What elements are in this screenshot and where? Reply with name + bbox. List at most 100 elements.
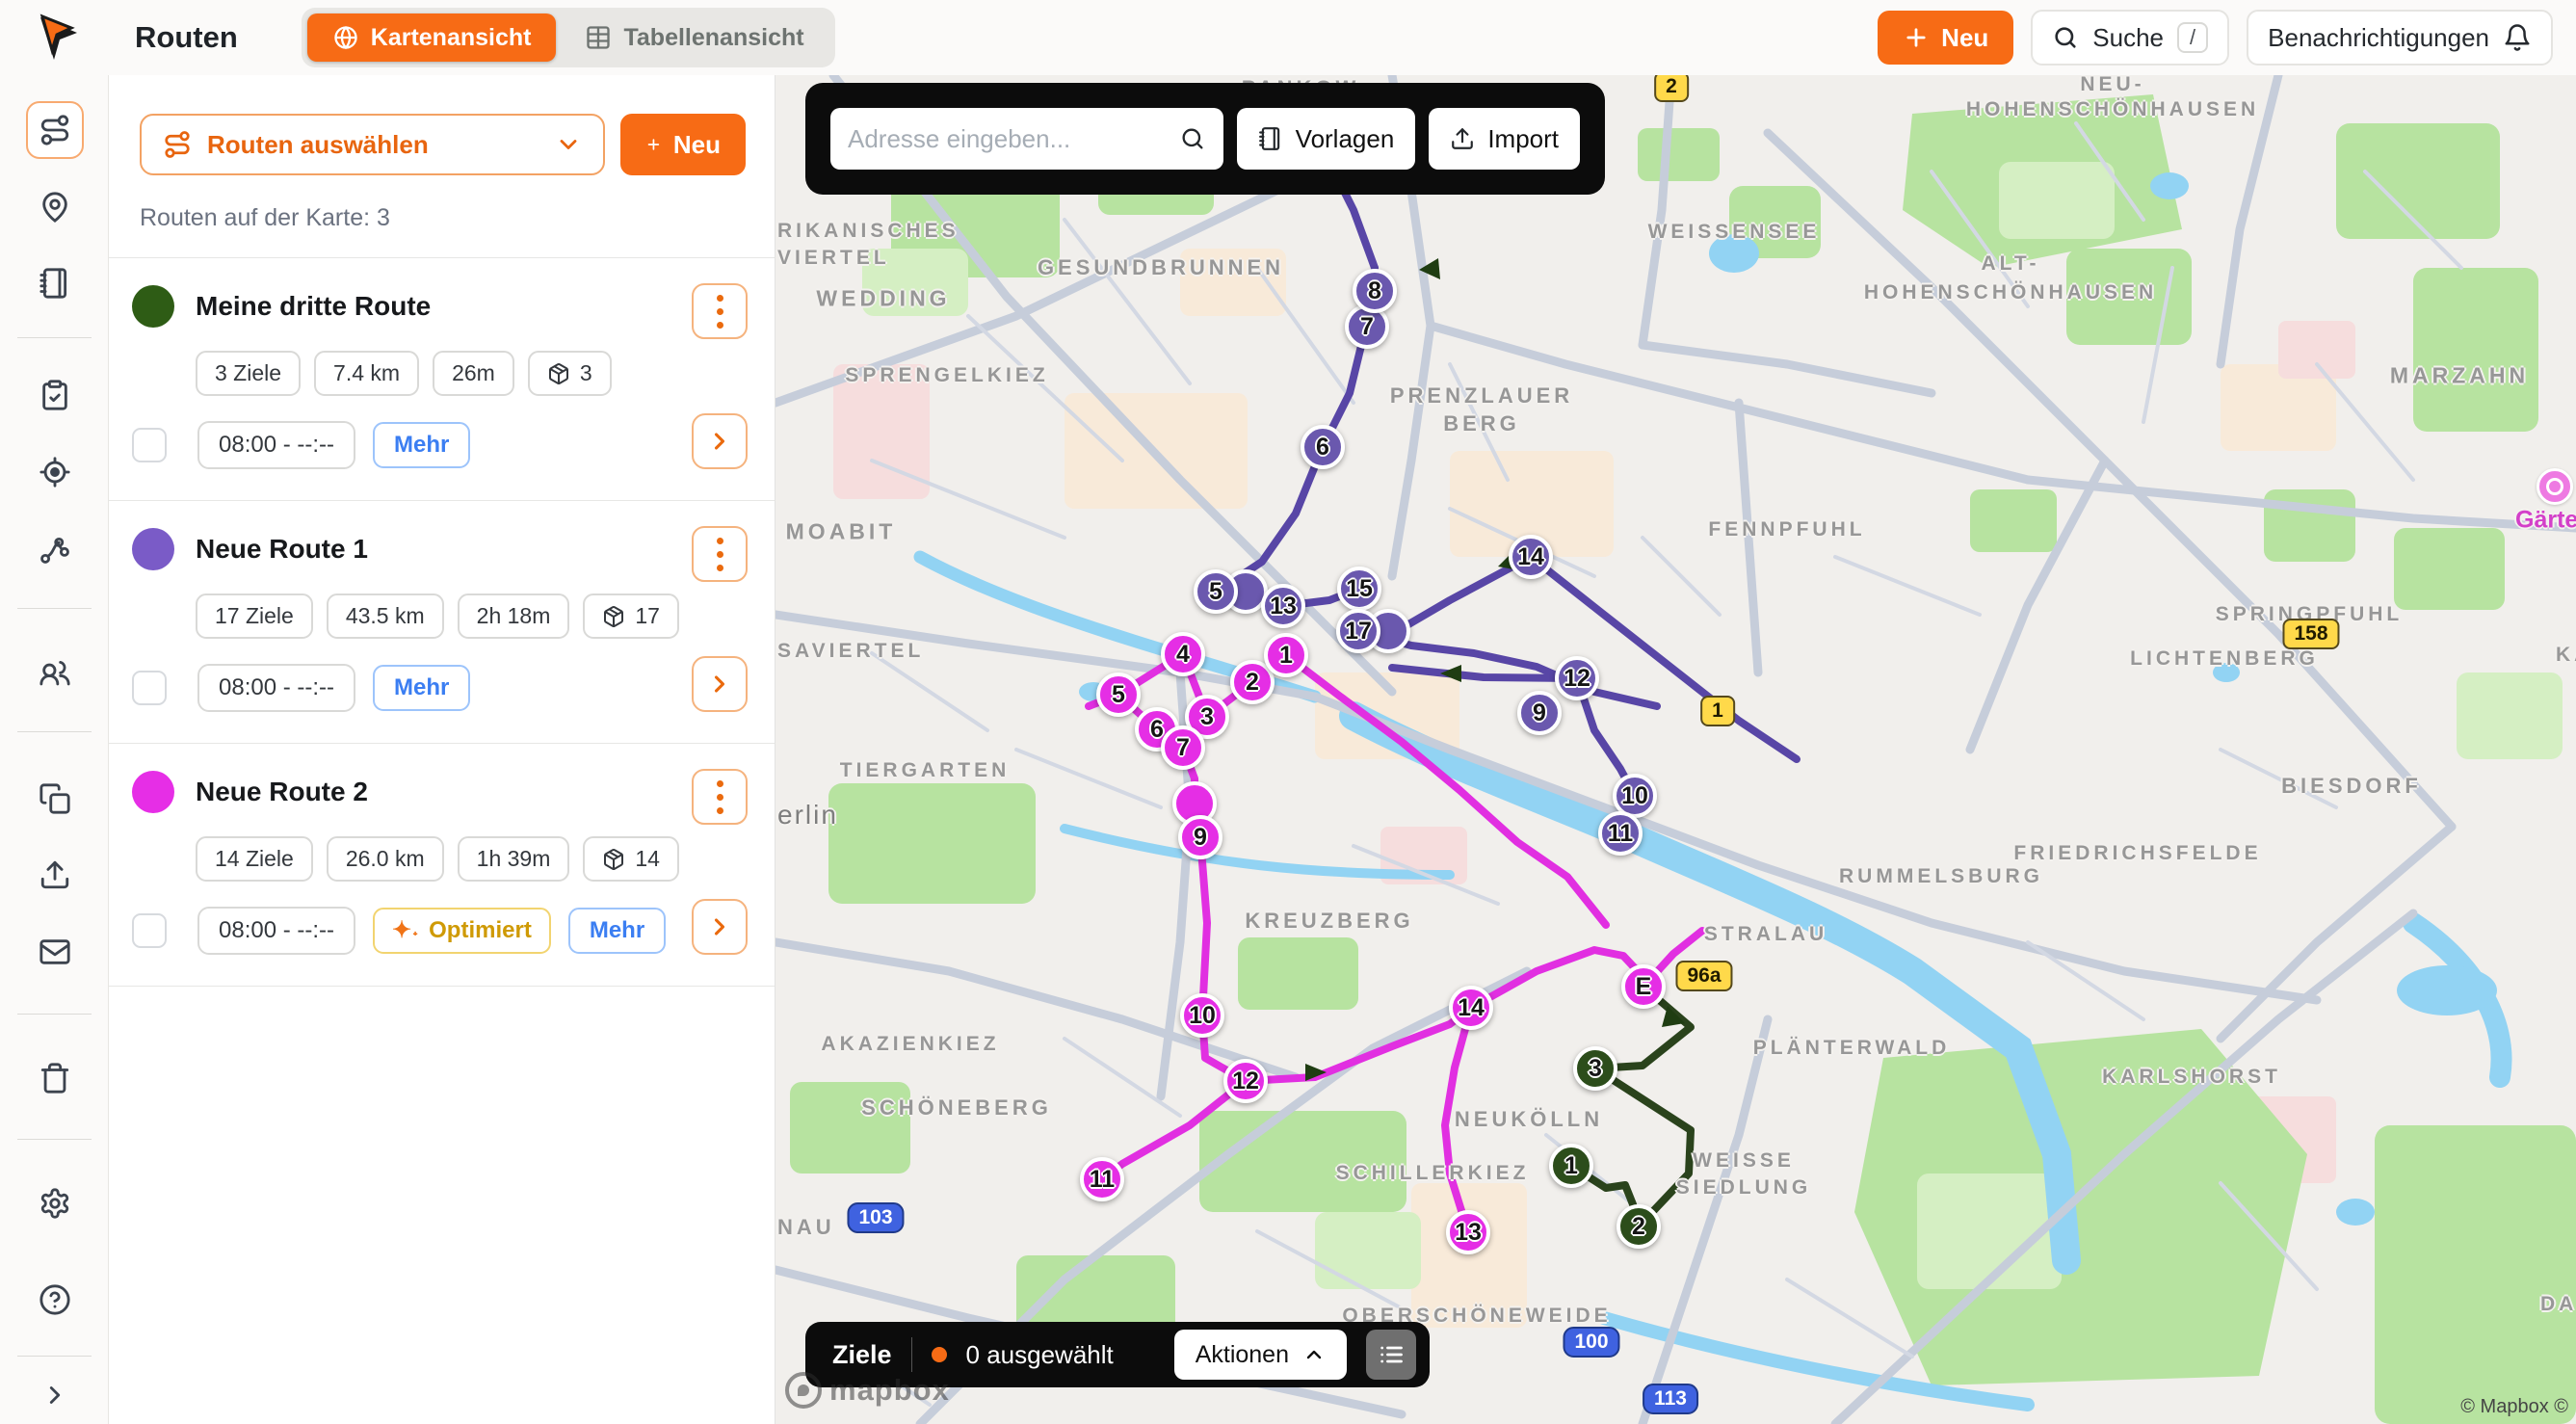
sidebar-item-tasks[interactable] bbox=[26, 366, 84, 424]
open-route-button[interactable] bbox=[692, 413, 748, 469]
map-marker-14[interactable]: 14 bbox=[1509, 535, 1553, 579]
map-marker-9[interactable]: 9 bbox=[1178, 815, 1222, 859]
search-label: Suche bbox=[2092, 22, 2165, 52]
map-label: HOHENSCHÖNHAUSEN bbox=[1965, 98, 2260, 120]
road-shield: 100 bbox=[1563, 1327, 1620, 1358]
sidebar-item-locations[interactable] bbox=[26, 178, 84, 236]
sidebar-item-messages[interactable] bbox=[26, 923, 84, 981]
route-menu-button[interactable] bbox=[692, 769, 748, 825]
map-label: STRALAU bbox=[1703, 923, 1828, 945]
notifications-button[interactable]: Benachrichtigungen bbox=[2247, 10, 2553, 66]
tab-map-view[interactable]: Kartenansicht bbox=[306, 13, 557, 62]
route-title: Meine dritte Route bbox=[196, 291, 432, 321]
map-label: WEISSE bbox=[1693, 1149, 1795, 1172]
route-select-label: Routen auswählen bbox=[207, 129, 429, 159]
route-menu-button[interactable] bbox=[692, 283, 748, 339]
map-marker-13[interactable]: 13 bbox=[1261, 584, 1305, 628]
mail-icon bbox=[39, 939, 70, 964]
map-marker-15[interactable]: 15 bbox=[1337, 567, 1381, 611]
address-input[interactable] bbox=[848, 123, 1179, 154]
open-route-button[interactable] bbox=[692, 656, 748, 712]
map-marker-1[interactable]: 1 bbox=[1264, 633, 1308, 677]
map-marker-3[interactable]: 3 bbox=[1573, 1046, 1617, 1091]
map-marker-2[interactable]: 2 bbox=[1617, 1204, 1661, 1249]
map-marker-12[interactable]: 12 bbox=[1555, 656, 1599, 700]
route-card[interactable]: Neue Route 1 17 Ziele 43.5 km 2h 18m 17 … bbox=[109, 501, 775, 744]
map-attribution[interactable]: © Mapbox © bbox=[2460, 1396, 2568, 1417]
map-marker-13[interactable]: 13 bbox=[1446, 1210, 1490, 1254]
map-label: SAVIERTEL bbox=[777, 640, 925, 662]
map-label: NAU bbox=[777, 1215, 835, 1239]
templates-button[interactable]: Vorlagen bbox=[1236, 108, 1416, 170]
footer-divider bbox=[910, 1337, 912, 1372]
map-marker-14[interactable]: 14 bbox=[1449, 986, 1493, 1030]
time-window-pill[interactable]: 08:00 - --:-- bbox=[197, 664, 356, 712]
sidebar-item-team[interactable] bbox=[26, 646, 84, 703]
route-title: Neue Route 1 bbox=[196, 534, 368, 564]
map-marker-2[interactable]: 2 bbox=[1230, 660, 1275, 704]
map-marker-5[interactable]: 5 bbox=[1194, 569, 1238, 614]
sidebar-divider bbox=[17, 1139, 92, 1140]
map-marker-12[interactable]: 12 bbox=[1223, 1059, 1268, 1103]
list-view-button[interactable] bbox=[1366, 1330, 1416, 1380]
upload-icon bbox=[40, 860, 69, 889]
optimized-label: Optimiert bbox=[429, 917, 532, 943]
map-marker-6[interactable]: 6 bbox=[1301, 425, 1345, 469]
route-card[interactable]: Meine dritte Route 3 Ziele 7.4 km 26m 3 … bbox=[109, 258, 775, 501]
sidebar-item-route-split[interactable] bbox=[26, 520, 84, 578]
route-menu-button[interactable] bbox=[692, 526, 748, 582]
map-marker-4[interactable]: 4 bbox=[1161, 632, 1205, 676]
packages-chip: 14 bbox=[583, 836, 679, 882]
map-marker-E[interactable]: E bbox=[1621, 964, 1666, 1009]
map-markers-layer: 13 5 15 17 6 7 8 14 12 9 10 11 5 4 3 6 2 1 7 9 10 12 11 14 13 E 3 1… bbox=[775, 75, 2576, 1424]
sidebar-item-settings[interactable] bbox=[26, 1174, 84, 1232]
route-checkbox[interactable] bbox=[132, 428, 167, 462]
sidebar-collapse-button[interactable] bbox=[26, 1366, 84, 1424]
panel-new-route-button[interactable]: Neu bbox=[620, 114, 746, 175]
sidebar-item-routes[interactable] bbox=[26, 101, 84, 159]
map-marker-11[interactable]: 11 bbox=[1598, 811, 1643, 856]
road-shield: 103 bbox=[847, 1202, 905, 1233]
import-button[interactable]: Import bbox=[1429, 108, 1580, 170]
map-marker-5[interactable]: 5 bbox=[1096, 672, 1141, 717]
time-window-pill[interactable]: 08:00 - --:-- bbox=[197, 907, 356, 955]
more-button[interactable]: Mehr bbox=[373, 665, 471, 711]
actions-button[interactable]: Aktionen bbox=[1173, 1330, 1347, 1380]
map[interactable]: PANKOWGESUNDBRUNNENWEDDINGRIKANISCHESVIE… bbox=[775, 75, 2576, 1424]
sidebar-item-address-book[interactable] bbox=[26, 254, 84, 312]
more-button[interactable]: Mehr bbox=[373, 422, 471, 468]
sidebar-divider bbox=[17, 1014, 92, 1015]
more-button[interactable]: Mehr bbox=[567, 908, 667, 954]
sidebar-item-trash[interactable] bbox=[26, 1049, 84, 1107]
map-marker-10[interactable]: 10 bbox=[1180, 993, 1224, 1038]
map-marker-8[interactable]: 8 bbox=[1353, 269, 1397, 313]
map-label: WEDDING bbox=[816, 285, 951, 311]
gear-icon bbox=[40, 1188, 69, 1219]
address-search-field[interactable] bbox=[830, 108, 1223, 170]
time-window-pill[interactable]: 08:00 - --:-- bbox=[197, 421, 356, 469]
actions-label: Aktionen bbox=[1195, 1340, 1289, 1368]
map-marker-17[interactable]: 17 bbox=[1336, 609, 1380, 653]
users-icon bbox=[39, 660, 70, 686]
sidebar-item-help[interactable] bbox=[26, 1271, 84, 1329]
tab-table-view[interactable]: Tabellenansicht bbox=[560, 13, 828, 62]
route-card[interactable]: Neue Route 2 14 Ziele 26.0 km 1h 39m 14 … bbox=[109, 744, 775, 987]
route-checkbox[interactable] bbox=[132, 671, 167, 705]
sidebar-item-duplicate[interactable] bbox=[26, 770, 84, 828]
open-route-button[interactable] bbox=[692, 899, 748, 955]
map-marker-7[interactable]: 7 bbox=[1161, 725, 1205, 770]
chevron-right-icon bbox=[714, 433, 725, 450]
sidebar-item-export[interactable] bbox=[26, 846, 84, 904]
map-marker-11[interactable]: 11 bbox=[1080, 1157, 1124, 1201]
map-marker-9[interactable]: 9 bbox=[1517, 691, 1562, 735]
map-label: GESUNDBRUNNEN bbox=[1037, 255, 1285, 279]
route-select-dropdown[interactable]: Routen auswählen bbox=[140, 114, 605, 175]
map-marker-1[interactable]: 1 bbox=[1549, 1144, 1593, 1188]
packages-chip: 3 bbox=[527, 351, 612, 396]
route-checkbox[interactable] bbox=[132, 913, 167, 948]
search-button[interactable]: Suche / bbox=[2031, 10, 2230, 66]
header-new-button[interactable]: Neu bbox=[1878, 11, 2014, 65]
sidebar-item-tracking[interactable] bbox=[26, 443, 84, 501]
optimized-badge[interactable]: ✦˖ Optimiert bbox=[373, 908, 551, 954]
package-icon bbox=[604, 605, 624, 627]
